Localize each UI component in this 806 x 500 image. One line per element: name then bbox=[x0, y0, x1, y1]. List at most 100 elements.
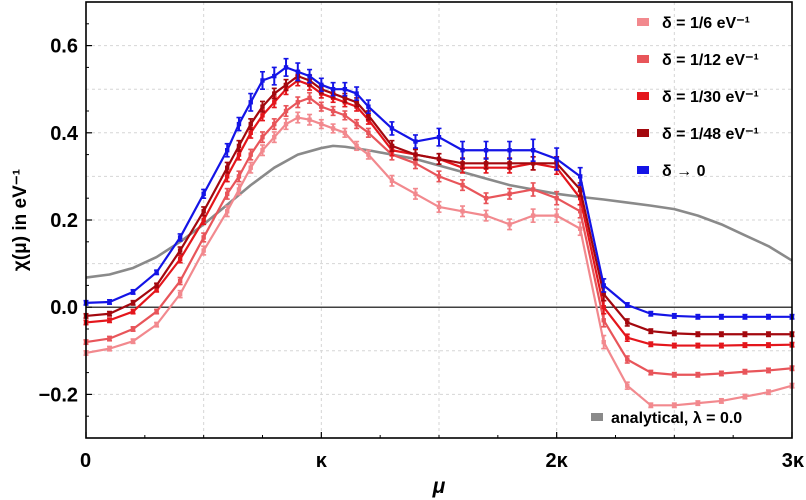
data-point bbox=[507, 161, 512, 166]
data-point bbox=[601, 305, 606, 310]
data-point bbox=[248, 100, 253, 105]
data-point bbox=[236, 152, 242, 157]
data-point bbox=[154, 309, 159, 314]
data-point bbox=[554, 213, 559, 218]
data-point bbox=[460, 182, 465, 188]
data-point bbox=[295, 69, 300, 74]
data-point bbox=[695, 400, 701, 406]
data-point bbox=[672, 313, 677, 319]
data-point bbox=[530, 187, 536, 192]
data-point bbox=[225, 148, 230, 153]
data-point bbox=[107, 336, 112, 341]
data-point bbox=[307, 117, 312, 122]
data-point bbox=[177, 248, 183, 253]
data-point bbox=[507, 191, 512, 197]
data-point bbox=[236, 143, 242, 149]
x-tick-label: 2κ bbox=[546, 450, 569, 472]
data-point bbox=[554, 156, 559, 162]
data-point bbox=[366, 104, 371, 109]
data-point bbox=[260, 148, 265, 153]
data-point bbox=[107, 346, 112, 351]
legend-item: δ → 0 bbox=[637, 163, 706, 180]
data-point bbox=[625, 357, 630, 362]
data-point bbox=[248, 121, 253, 127]
data-point bbox=[225, 174, 230, 179]
series-4 bbox=[83, 57, 795, 320]
data-point bbox=[366, 130, 371, 135]
data-point bbox=[413, 191, 418, 197]
data-point bbox=[507, 148, 512, 153]
data-point bbox=[530, 213, 536, 218]
data-point bbox=[154, 283, 159, 288]
series-layer bbox=[83, 57, 795, 409]
data-point bbox=[766, 314, 771, 319]
data-point bbox=[130, 289, 136, 295]
data-point bbox=[483, 161, 489, 166]
data-point bbox=[272, 91, 277, 96]
data-point bbox=[354, 91, 359, 96]
data-point bbox=[648, 370, 653, 375]
data-point bbox=[766, 368, 771, 373]
data-point bbox=[260, 104, 265, 109]
data-point bbox=[307, 95, 312, 101]
data-point bbox=[260, 78, 265, 83]
data-point bbox=[236, 187, 242, 192]
data-point bbox=[413, 161, 418, 166]
data-point bbox=[625, 320, 630, 325]
series-5 bbox=[85, 144, 793, 279]
y-tick-label: 0.6 bbox=[50, 36, 78, 58]
x-tick-label: 0 bbox=[80, 450, 91, 472]
legend-label: δ → 0 bbox=[662, 163, 706, 180]
data-point bbox=[260, 113, 265, 118]
data-point bbox=[272, 121, 277, 127]
data-point bbox=[319, 82, 324, 88]
data-point bbox=[389, 178, 395, 183]
data-point bbox=[107, 311, 112, 316]
data-point bbox=[766, 332, 771, 337]
data-point bbox=[625, 335, 630, 340]
data-point bbox=[248, 165, 253, 170]
series-3 bbox=[83, 70, 795, 338]
y-tick-label: −0.2 bbox=[39, 384, 78, 406]
data-point bbox=[601, 339, 606, 345]
data-point bbox=[330, 126, 336, 131]
legend-item: δ = 1/6 eV⁻¹ bbox=[637, 15, 750, 32]
data-point bbox=[130, 326, 136, 332]
legend-label: δ = 1/48 eV⁻¹ bbox=[662, 126, 759, 143]
legend-item: δ = 1/12 eV⁻¹ bbox=[637, 52, 759, 69]
data-point bbox=[154, 270, 159, 275]
data-point bbox=[530, 161, 536, 166]
data-point bbox=[460, 148, 465, 153]
data-point bbox=[225, 165, 230, 170]
data-point bbox=[578, 187, 583, 192]
y-tick-label: 0.0 bbox=[50, 297, 78, 319]
data-point bbox=[319, 121, 324, 127]
data-point bbox=[695, 372, 701, 377]
data-point bbox=[695, 314, 701, 319]
data-point bbox=[236, 121, 242, 127]
legend-label: δ = 1/12 eV⁻¹ bbox=[662, 52, 759, 69]
data-point bbox=[483, 213, 489, 218]
data-point bbox=[413, 139, 418, 144]
legend-item-analytical: analytical, λ = 0.0 bbox=[591, 410, 742, 427]
data-point bbox=[130, 339, 136, 344]
data-point bbox=[342, 95, 348, 101]
axis-ticks: 0 κ 2κ 3κ 0.6 0.4 0.2 0.0 −0.2 bbox=[39, 23, 805, 472]
data-point bbox=[342, 113, 348, 118]
data-point bbox=[530, 148, 536, 153]
data-point bbox=[648, 403, 653, 408]
y-axis-label: χ(μ) in eV⁻¹ bbox=[10, 169, 31, 271]
data-point bbox=[342, 130, 348, 135]
data-point bbox=[719, 343, 724, 348]
legend-label: analytical, λ = 0.0 bbox=[611, 410, 742, 427]
data-point bbox=[154, 322, 159, 327]
data-point bbox=[742, 342, 748, 348]
data-point bbox=[389, 143, 395, 149]
data-point bbox=[130, 309, 136, 314]
legend-label: δ = 1/6 eV⁻¹ bbox=[662, 15, 750, 32]
legend-swatch bbox=[637, 18, 649, 26]
legend-swatch bbox=[591, 413, 603, 421]
data-point bbox=[578, 209, 583, 214]
data-point bbox=[130, 300, 136, 306]
